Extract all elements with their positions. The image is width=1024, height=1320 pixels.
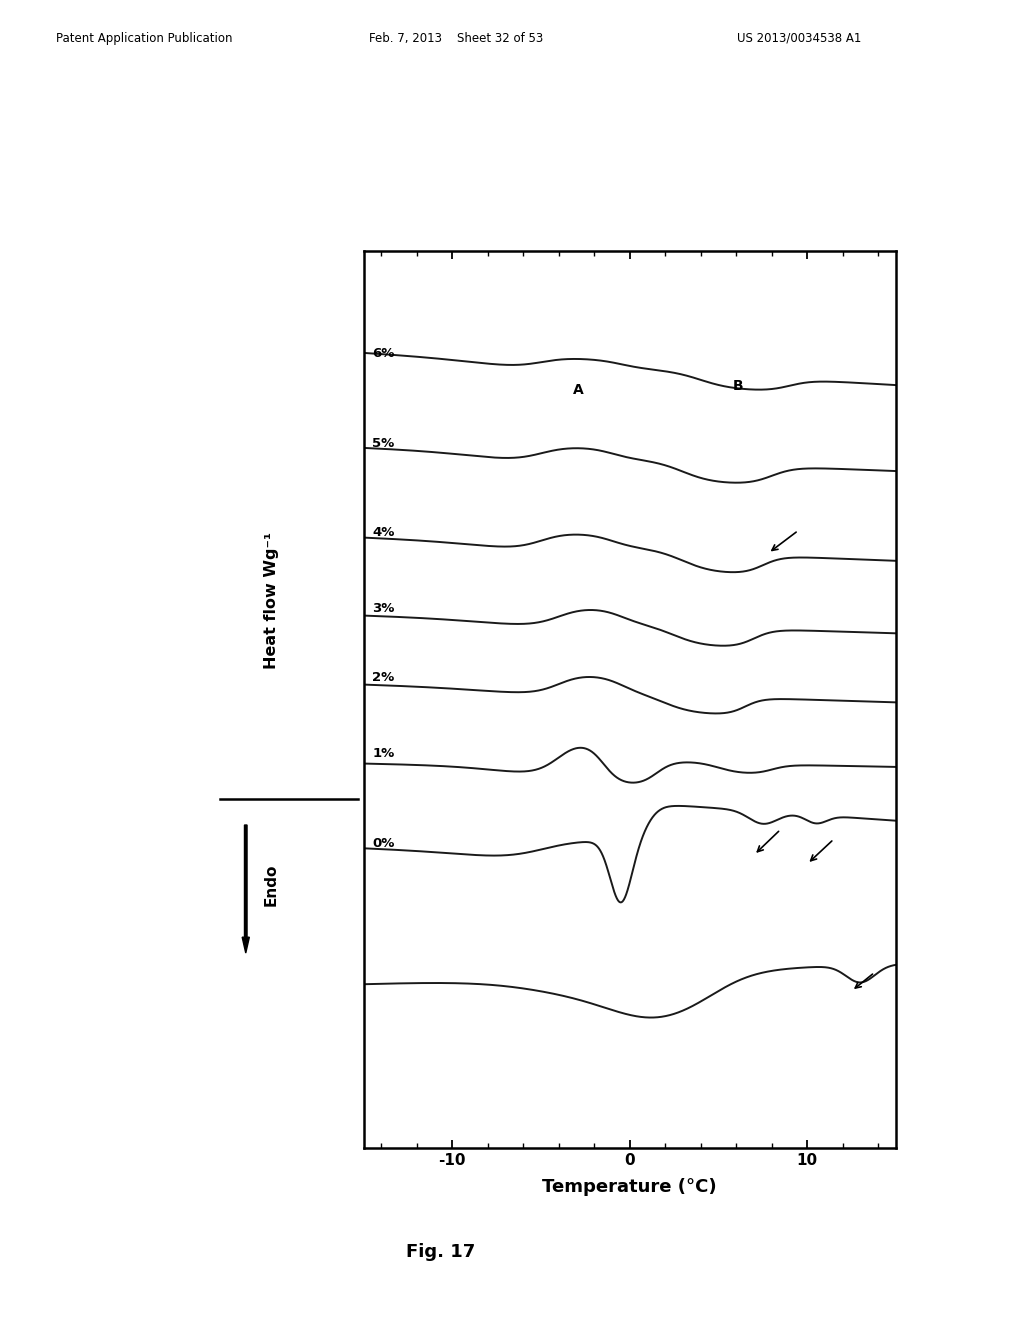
- Text: 5%: 5%: [373, 437, 394, 450]
- Text: 2%: 2%: [373, 672, 394, 684]
- Text: Feb. 7, 2013    Sheet 32 of 53: Feb. 7, 2013 Sheet 32 of 53: [369, 32, 543, 45]
- Text: 0%: 0%: [373, 837, 395, 850]
- Text: 3%: 3%: [373, 602, 395, 615]
- Text: US 2013/0034538 A1: US 2013/0034538 A1: [737, 32, 861, 45]
- X-axis label: Temperature (°C): Temperature (°C): [543, 1177, 717, 1196]
- Text: A: A: [573, 383, 584, 397]
- Text: Heat flow Wg⁻¹: Heat flow Wg⁻¹: [264, 532, 279, 669]
- Text: Fig. 17: Fig. 17: [406, 1243, 475, 1262]
- Text: Patent Application Publication: Patent Application Publication: [56, 32, 232, 45]
- Text: Endo: Endo: [264, 863, 279, 906]
- Text: 4%: 4%: [373, 527, 395, 540]
- Text: B: B: [733, 379, 743, 393]
- Text: 1%: 1%: [373, 747, 394, 760]
- Text: 6%: 6%: [373, 347, 395, 360]
